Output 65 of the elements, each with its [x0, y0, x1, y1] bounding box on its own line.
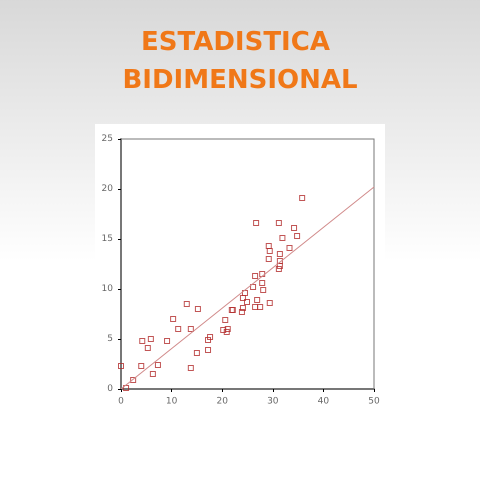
point: [148, 336, 154, 342]
x-tick-label: 0: [118, 396, 124, 406]
point: [276, 266, 282, 272]
point: [154, 362, 161, 368]
y-tick-label: 25: [102, 134, 113, 144]
point: [259, 280, 266, 286]
point: [130, 377, 136, 383]
y-tick-label: 15: [102, 234, 113, 244]
point: [123, 385, 130, 391]
x-tick-label: 10: [166, 396, 178, 406]
point: [139, 338, 146, 344]
point: [144, 345, 151, 351]
point: [276, 258, 283, 264]
point: [286, 245, 292, 251]
point: [291, 225, 298, 231]
point: [220, 327, 226, 333]
point: [188, 365, 194, 371]
point: [254, 297, 260, 303]
point: [294, 233, 300, 239]
point: [266, 248, 273, 254]
point: [276, 251, 283, 257]
point: [266, 256, 272, 262]
point: [279, 235, 286, 241]
point: [276, 263, 283, 269]
point: [240, 305, 246, 311]
chart-title: ESTADISTICA BIDIMENSIONAL: [122, 27, 358, 95]
point: [138, 363, 144, 369]
point: [266, 243, 272, 249]
x-tick-label: 30: [267, 396, 279, 406]
point: [259, 271, 266, 277]
point: [188, 326, 194, 332]
point: [266, 300, 273, 306]
y-tick-label: 0: [107, 384, 114, 394]
point: [224, 329, 230, 335]
point: [252, 273, 258, 279]
point: [175, 326, 182, 332]
x-tick-label: 40: [318, 396, 330, 406]
point: [205, 337, 212, 343]
point: [240, 295, 246, 301]
point: [244, 299, 250, 305]
x-tick-label: 20: [216, 396, 228, 406]
point: [194, 306, 201, 312]
point: [170, 316, 176, 322]
point: [184, 301, 190, 307]
y-tick-label: 20: [102, 184, 114, 194]
point: [164, 338, 170, 344]
point: [252, 304, 258, 310]
point: [238, 309, 245, 315]
point: [207, 334, 214, 340]
point: [222, 317, 228, 323]
x-tick-label: 50: [368, 396, 380, 406]
point: [257, 304, 264, 310]
y-tick-label: 5: [107, 334, 113, 344]
point: [250, 284, 256, 290]
point: [242, 290, 248, 296]
point: [150, 371, 156, 377]
point: [253, 220, 260, 226]
point: [276, 220, 282, 226]
point: [194, 350, 200, 356]
point: [118, 363, 124, 369]
point: [224, 326, 231, 332]
y-tick-label: 10: [102, 284, 114, 294]
point: [299, 195, 306, 201]
point: [205, 347, 212, 353]
point: [260, 287, 266, 293]
